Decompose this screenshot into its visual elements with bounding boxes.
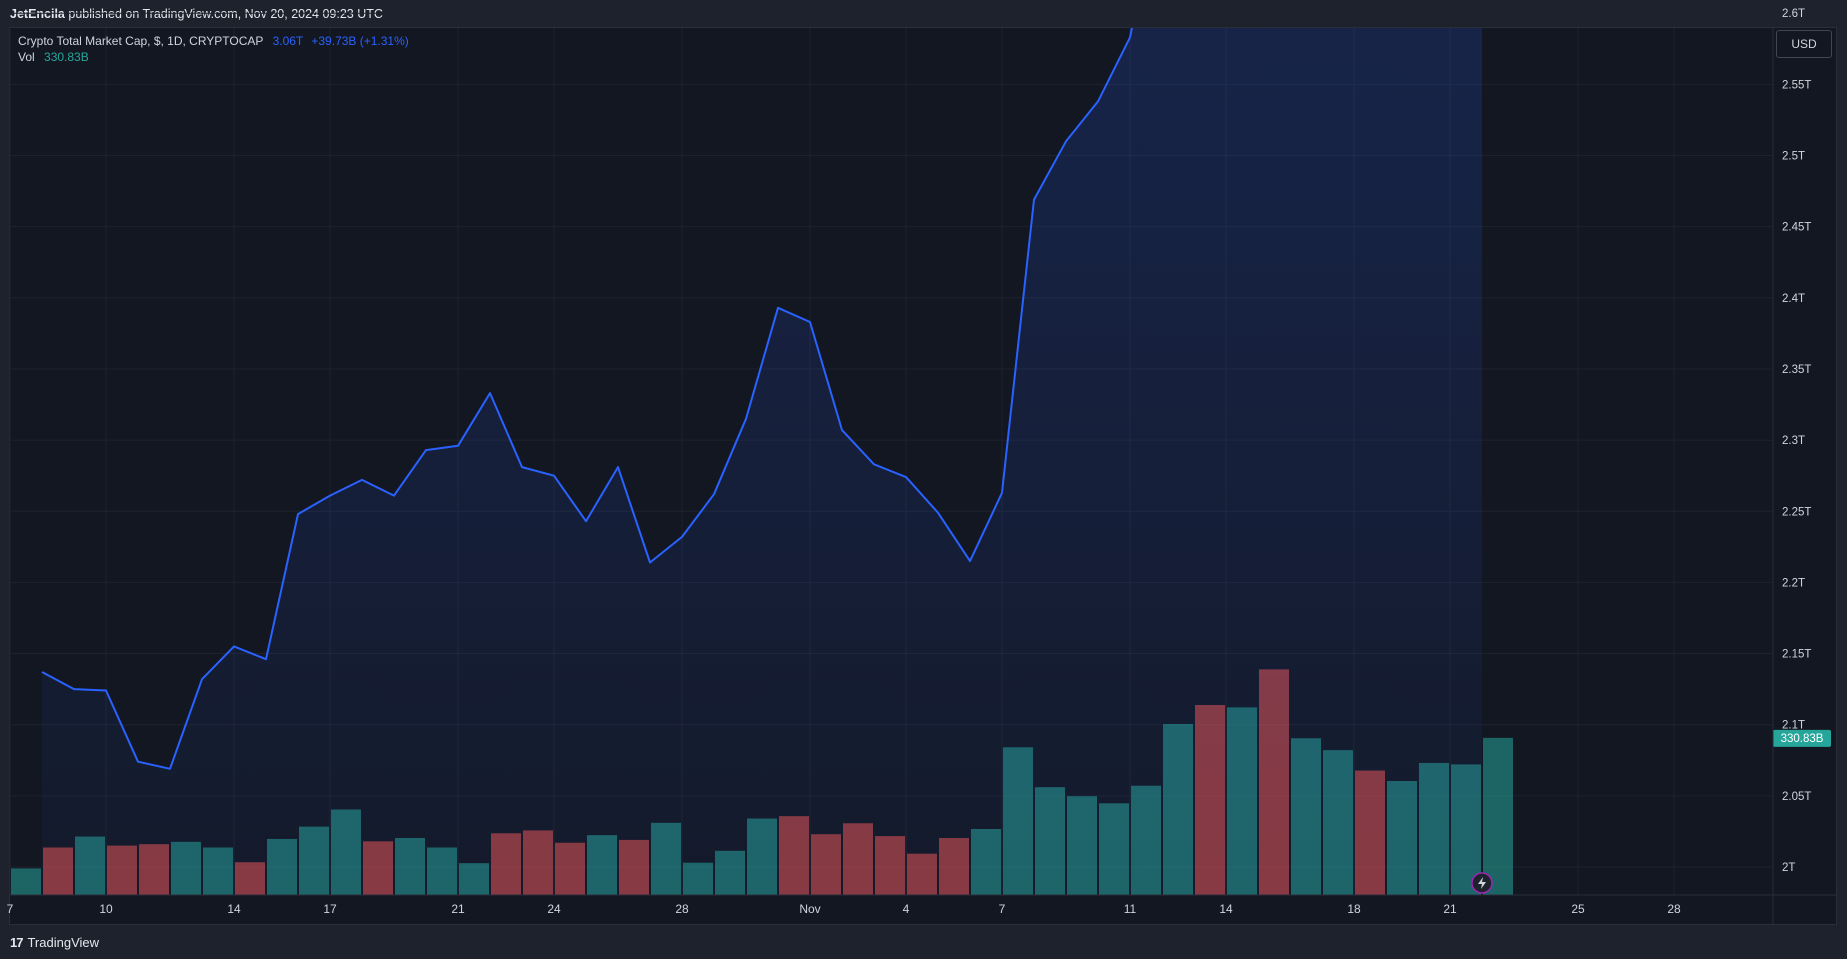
x-axis: 7 10 14 17 21 24 28 Nov 4 7 11 14 18 21 25 28 (7, 902, 1681, 916)
legend-change: +39.73B (+1.31%) (311, 34, 409, 48)
last-volume-label-bg (1773, 729, 1831, 747)
y-tick-label: 2.1T (1782, 720, 1805, 732)
x-tick-label: 25 (1571, 902, 1585, 916)
x-tick-label: 14 (227, 902, 241, 916)
legend-vol-value: 330.83B (44, 50, 89, 64)
legend-price: 3.06T (272, 34, 304, 48)
tradingview-logo-icon: 17 (10, 935, 24, 950)
y-tick-label: 2.05T (1782, 791, 1811, 803)
plot-area (11, 28, 1513, 895)
y-tick-label: 2.4T (1782, 293, 1805, 305)
tradingview-brand: TradingView (27, 935, 100, 950)
y-tick-label: 2.15T (1782, 649, 1811, 661)
y-tick-label: 2.55T (1782, 79, 1811, 91)
legend-symbol[interactable]: Crypto Total Market Cap, $, 1D, CRYPTOCA… (18, 34, 264, 48)
x-tick-label: 18 (1347, 902, 1361, 916)
x-tick-label: Nov (799, 902, 820, 916)
y-tick-label: 2.3T (1782, 435, 1805, 447)
y-tick-label: 2.35T (1782, 364, 1811, 376)
currency-button[interactable]: USD (1776, 30, 1832, 58)
flash-icon[interactable] (1471, 872, 1493, 894)
volume-bar (1483, 737, 1513, 895)
x-tick-label: 7 (999, 902, 1006, 916)
tradingview-logo[interactable]: 17 TradingView (10, 935, 99, 950)
y-tick-label: 2.45T (1782, 222, 1811, 234)
x-tick-label: 10 (99, 902, 113, 916)
x-tick-label: 11 (1124, 902, 1137, 916)
footer: 17 TradingView (0, 925, 1847, 959)
y-tick-label: 2.2T (1782, 577, 1805, 589)
y-tick-label: 2T (1782, 862, 1795, 874)
legend-volume-row: Vol 330.83B (18, 49, 409, 65)
x-tick-label: 28 (1667, 902, 1681, 916)
x-tick-label: 21 (451, 902, 465, 916)
chart-legend: Crypto Total Market Cap, $, 1D, CRYPTOCA… (18, 33, 409, 65)
x-tick-label: 4 (903, 902, 910, 916)
x-tick-label: 14 (1219, 902, 1233, 916)
legend-main-row: Crypto Total Market Cap, $, 1D, CRYPTOCA… (18, 33, 409, 49)
y-axis: 2T 2.05T 2.1T 2.15T 2.2T 2.25T 2.3T 2.35T 2.4T 2.… (1782, 8, 1811, 874)
last-volume-axis-label: 330.83B (1773, 729, 1831, 747)
x-tick-label: 28 (675, 902, 689, 916)
x-tick-label: 17 (323, 902, 337, 916)
volume-bar (11, 868, 41, 895)
y-tick-label: 2.6T (1782, 8, 1805, 20)
y-tick-label: 2.5T (1782, 151, 1805, 163)
publish-date-text: published on TradingView.com, Nov 20, 20… (68, 7, 383, 21)
author-name[interactable]: JetEncila (10, 7, 65, 21)
last-volume-label-text: 330.83B (1781, 733, 1824, 745)
x-tick-label: 24 (547, 902, 561, 916)
publish-info: JetEncila published on TradingView.com, … (10, 7, 383, 21)
legend-vol-label[interactable]: Vol (18, 50, 35, 64)
publish-header: JetEncila published on TradingView.com, … (0, 0, 1847, 28)
y-tick-label: 2.25T (1782, 506, 1811, 518)
flash-icon-bolt (1478, 877, 1486, 889)
x-tick-label: 21 (1443, 902, 1457, 916)
price-area-fill (42, 28, 1482, 895)
price-line (41, 28, 1133, 770)
x-tick-label: 7 (7, 902, 14, 916)
